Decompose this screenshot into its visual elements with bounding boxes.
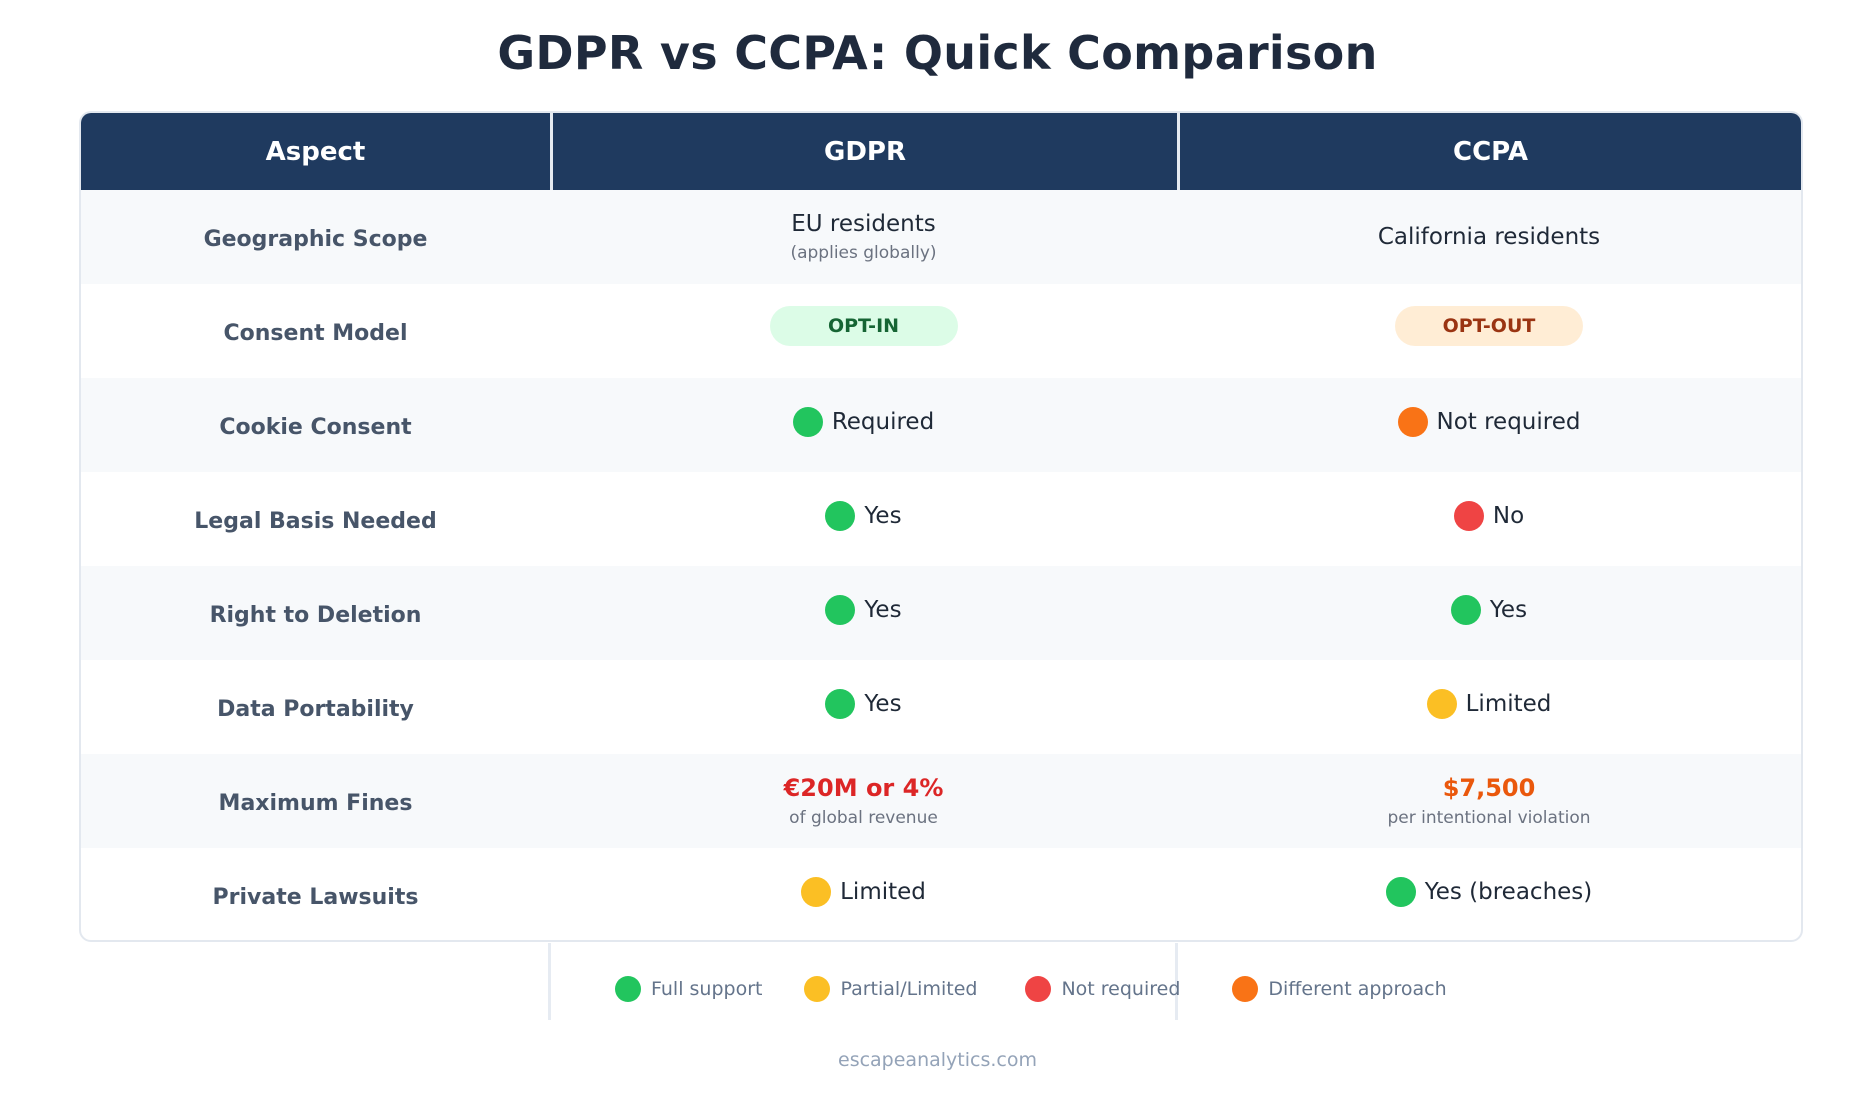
row-label: Data Portability bbox=[217, 696, 414, 722]
gdpr-fine-note: of global revenue bbox=[789, 808, 938, 828]
row-label: Right to Deletion bbox=[209, 602, 422, 628]
legend-item: Not required bbox=[1025, 976, 1180, 1002]
ccpa-value: Yes (breaches) bbox=[1424, 879, 1593, 905]
table-row: Consent Model OPT-IN OPT-OUT bbox=[81, 284, 1801, 378]
legend-label: Not required bbox=[1061, 978, 1181, 1000]
row-label: Consent Model bbox=[223, 320, 408, 346]
page-title: GDPR vs CCPA: Quick Comparison bbox=[497, 26, 1378, 80]
opt-out-badge: OPT-OUT bbox=[1395, 306, 1583, 346]
legend-label: Partial/Limited bbox=[840, 978, 978, 1000]
table-row: Private Lawsuits Limited Yes (breaches) bbox=[81, 848, 1801, 940]
column-divider bbox=[1175, 943, 1178, 1020]
status-dot-icon bbox=[1426, 689, 1457, 719]
gdpr-value: Yes bbox=[864, 691, 902, 717]
table-row: Geographic Scope EU residents (applies g… bbox=[81, 190, 1801, 284]
legend-dot-icon bbox=[1025, 976, 1052, 1002]
comparison-table: Aspect GDPR CCPA Geographic Scope EU res… bbox=[79, 111, 1803, 942]
legend-label: Different approach bbox=[1268, 978, 1447, 1000]
status-dot-icon bbox=[825, 501, 856, 531]
row-label: Maximum Fines bbox=[218, 790, 413, 816]
table-row: Legal Basis Needed Yes No bbox=[81, 472, 1801, 566]
ccpa-fine-note: per intentional violation bbox=[1387, 808, 1591, 828]
legend-dot-icon bbox=[615, 976, 641, 1002]
status-dot-icon bbox=[1397, 407, 1428, 437]
legend-label: Full support bbox=[651, 978, 763, 1000]
status-dot-icon bbox=[1450, 595, 1481, 625]
gdpr-value: Required bbox=[831, 409, 935, 435]
ccpa-value: Not required bbox=[1436, 409, 1581, 435]
legend-dot-icon bbox=[1232, 976, 1259, 1002]
gdpr-value: EU residents bbox=[791, 211, 936, 237]
legend-item: Different approach bbox=[1232, 976, 1447, 1002]
gdpr-value: Yes bbox=[864, 503, 902, 529]
opt-in-badge: OPT-IN bbox=[769, 306, 958, 346]
table-row: Cookie Consent Required Not required bbox=[81, 378, 1801, 472]
table-row: Maximum Fines €20M or 4% of global reven… bbox=[81, 754, 1801, 848]
footer-source: escapeanalytics.com bbox=[838, 1049, 1037, 1071]
gdpr-subtext: (applies globally) bbox=[790, 243, 937, 263]
status-dot-icon bbox=[1385, 877, 1416, 907]
status-dot-icon bbox=[825, 595, 856, 625]
status-dot-icon bbox=[825, 689, 856, 719]
status-dot-icon bbox=[801, 877, 832, 907]
ccpa-value: Limited bbox=[1465, 691, 1552, 717]
gdpr-value: Yes bbox=[864, 597, 902, 623]
row-label: Geographic Scope bbox=[203, 226, 428, 252]
legend: Full support Partial/Limited Not require… bbox=[615, 974, 1447, 1004]
legend-dot-icon bbox=[804, 976, 831, 1002]
ccpa-fine-amount: $7,500 bbox=[1442, 774, 1536, 802]
column-divider bbox=[548, 943, 551, 1020]
header-ccpa: CCPA bbox=[1177, 113, 1801, 190]
ccpa-value: California residents bbox=[1377, 224, 1601, 250]
gdpr-value: Limited bbox=[840, 879, 926, 905]
gdpr-fine-amount: €20M or 4% bbox=[783, 774, 944, 802]
status-dot-icon bbox=[1453, 501, 1484, 531]
row-label: Cookie Consent bbox=[219, 414, 412, 440]
status-dot-icon bbox=[792, 407, 823, 437]
row-label: Private Lawsuits bbox=[212, 884, 419, 910]
ccpa-value: No bbox=[1492, 503, 1525, 529]
header-gdpr: GDPR bbox=[550, 113, 1177, 190]
header-aspect: Aspect bbox=[265, 136, 366, 167]
legend-item: Full support bbox=[615, 976, 762, 1002]
table-row: Right to Deletion Yes Yes bbox=[81, 566, 1801, 660]
row-label: Legal Basis Needed bbox=[194, 508, 437, 534]
table-header: Aspect GDPR CCPA bbox=[81, 113, 1801, 190]
ccpa-value: Yes bbox=[1489, 597, 1528, 623]
table-row: Data Portability Yes Limited bbox=[81, 660, 1801, 754]
legend-item: Partial/Limited bbox=[804, 976, 977, 1002]
